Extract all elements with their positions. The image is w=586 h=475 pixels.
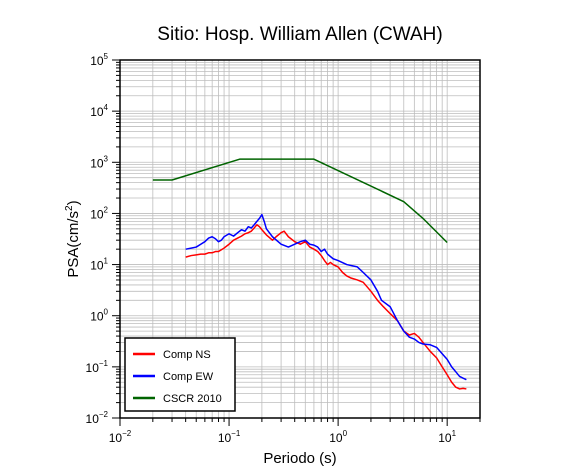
x-axis-label: Periodo (s) <box>263 450 336 467</box>
y-tick-exponent: 0 <box>104 308 109 317</box>
y-tick-label: 104 <box>90 103 108 119</box>
legend-label: CSCR 2010 <box>163 393 222 405</box>
x-tick-exponent: −2 <box>122 429 132 438</box>
y-tick-exponent: 3 <box>104 154 109 163</box>
y-tick-base: 10 <box>86 412 100 426</box>
x-tick-labels: 10−2 10−1 100 101 <box>109 429 457 445</box>
y-tick-label: 100 <box>90 308 108 324</box>
y-axis-label-tail: ) <box>65 200 82 205</box>
legend-label: Comp NS <box>163 349 211 361</box>
series-line <box>185 224 467 390</box>
y-tick-base: 10 <box>90 156 104 170</box>
y-tick-label: 103 <box>90 154 108 170</box>
y-axis-label-sup: 2 <box>64 205 75 211</box>
x-tick-label: 10−1 <box>218 429 241 445</box>
y-tick-exponent: −2 <box>99 410 109 419</box>
x-tick-label: 10−2 <box>109 429 132 445</box>
x-tick-label: 100 <box>329 429 347 445</box>
x-tick-base: 10 <box>329 431 343 445</box>
y-tick-exponent: −1 <box>99 359 109 368</box>
y-tick-exponent: 2 <box>104 205 109 214</box>
x-tick-exponent: 0 <box>343 429 348 438</box>
y-tick-label: 101 <box>90 257 108 273</box>
y-tick-label: 102 <box>90 205 108 221</box>
y-tick-base: 10 <box>90 105 104 119</box>
y-tick-label: 105 <box>90 52 108 68</box>
y-tick-exponent: 4 <box>104 103 109 112</box>
y-tick-label: 10−2 <box>86 410 109 426</box>
x-tick-exponent: 1 <box>452 429 457 438</box>
x-tick-base: 10 <box>438 431 452 445</box>
y-tick-exponent: 5 <box>104 52 109 61</box>
x-tick-exponent: −1 <box>231 429 241 438</box>
x-tick-base: 10 <box>109 431 123 445</box>
chart-title: Sitio: Hosp. William Allen (CWAH) <box>157 24 442 45</box>
series-line <box>152 158 448 244</box>
legend-label: Comp EW <box>163 371 214 383</box>
legend: Comp NS Comp EW CSCR 2010 <box>124 337 236 412</box>
x-tick-base: 10 <box>218 431 232 445</box>
y-tick-base: 10 <box>90 310 104 324</box>
y-axis-label-main: PSA(cm/s <box>65 211 82 278</box>
y-tick-base: 10 <box>90 259 104 273</box>
plot-frame <box>119 59 481 419</box>
y-tick-label: 10−1 <box>86 359 109 375</box>
grid-lines <box>119 59 481 419</box>
y-tick-base: 10 <box>90 54 104 68</box>
series-lines <box>152 158 467 390</box>
y-tick-base: 10 <box>90 207 104 221</box>
y-axis-label: PSA(cm/s2) <box>64 200 82 277</box>
series-line <box>185 213 467 381</box>
x-tick-label: 101 <box>438 429 456 445</box>
y-tick-base: 10 <box>86 361 100 375</box>
y-tick-exponent: 1 <box>104 257 109 266</box>
